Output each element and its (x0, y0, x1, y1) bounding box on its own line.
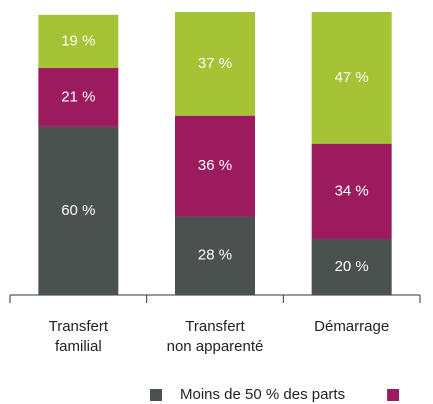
bar-segment (175, 216, 255, 295)
bar-segment (311, 12, 392, 144)
x-tick-label: Transfert non apparenté (167, 318, 264, 355)
x-tick-label-line: Transfert (185, 318, 245, 335)
bar-segment (38, 126, 119, 295)
x-tick-label: Démarrage (314, 318, 389, 335)
value-label: 36 % (198, 157, 232, 174)
legend-swatch (150, 389, 162, 401)
value-label: 60 % (61, 202, 95, 219)
value-label: 28 % (198, 247, 232, 264)
value-label: 20 % (335, 258, 369, 275)
legend-label: Moins de 50 % des parts (180, 386, 345, 403)
bar-segment (311, 238, 392, 295)
x-tick-label: Transfert familial (49, 318, 109, 355)
x-tick-label-line: Transfert (49, 318, 109, 335)
bar-segment (311, 143, 392, 239)
bar-segment (38, 14, 119, 69)
bar-segment (38, 68, 119, 127)
value-label: 47 % (335, 69, 369, 86)
x-tick-label-line: familial (55, 338, 102, 355)
value-label: 21 % (61, 88, 95, 105)
legend-swatch (387, 389, 400, 401)
value-label: 37 % (198, 55, 232, 72)
value-label: 34 % (335, 182, 369, 199)
x-tick-label-line: non apparenté (167, 338, 264, 355)
value-label: 19 % (61, 32, 95, 49)
bar-segment (175, 115, 255, 217)
bar-segment (175, 12, 255, 116)
